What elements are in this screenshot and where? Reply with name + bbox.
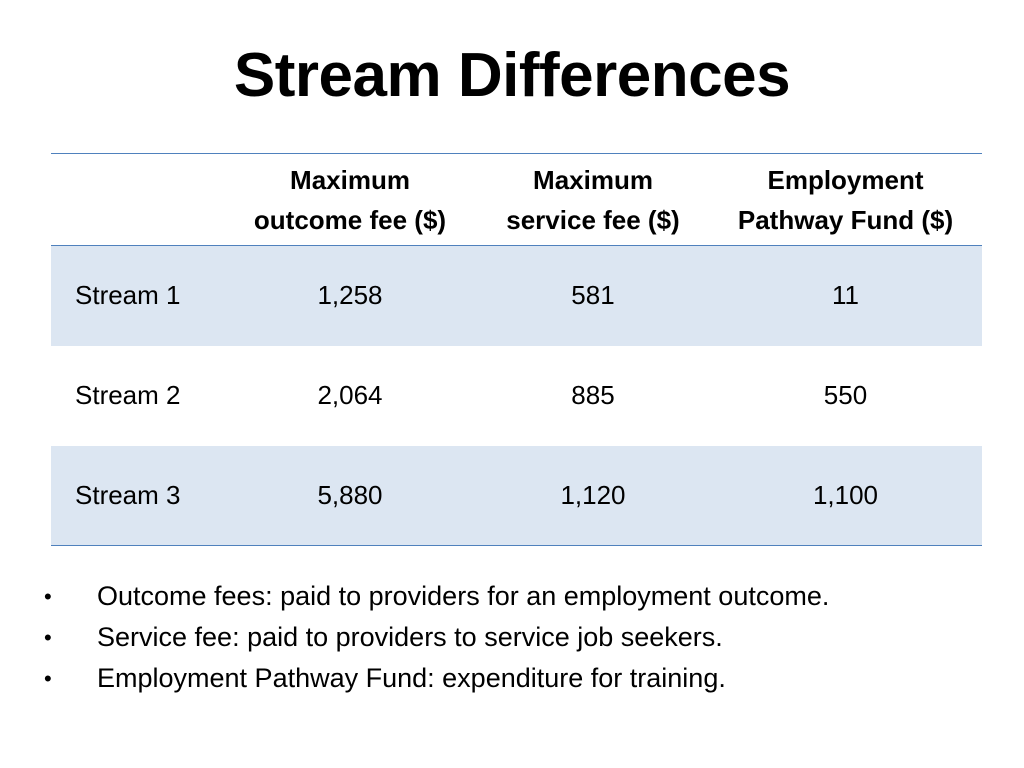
service-fee-cell: 885 — [571, 380, 615, 410]
list-item: • Outcome fees: paid to providers for an… — [40, 576, 829, 617]
header-line: Pathway Fund ($) — [737, 204, 954, 235]
outcome-fee-cell: 5,880 — [317, 479, 383, 510]
stream-fees-table: Maximum outcome fee ($) Maximum service … — [51, 153, 982, 546]
table-row: Stream 3 5,880 1,120 1,100 — [51, 445, 982, 546]
header-empty-cell — [51, 154, 223, 246]
pathway-fund-cell: 11 — [832, 280, 859, 311]
notes-list: • Outcome fees: paid to providers for an… — [40, 576, 829, 699]
header-outcome-fee: Maximum outcome fee ($) — [223, 154, 477, 246]
outcome-fee-cell: 2,064 — [317, 380, 383, 410]
note-text: Employment Pathway Fund: expenditure for… — [97, 663, 726, 693]
service-fee-cell: 581 — [571, 280, 615, 311]
row-label: Stream 2 — [75, 380, 181, 410]
table-row: Stream 1 1,258 581 11 — [51, 245, 982, 346]
header-service-fee: Maximum service fee ($) — [477, 154, 709, 246]
service-fee-cell: 1,120 — [560, 479, 626, 510]
bullet-icon: • — [44, 584, 52, 609]
row-label: Stream 1 — [75, 280, 181, 311]
header-pathway-fund: Employment Pathway Fund ($) — [709, 154, 982, 246]
header-line: Maximum — [533, 164, 653, 195]
row-label: Stream 3 — [75, 479, 181, 510]
note-text: Outcome fees: paid to providers for an e… — [97, 581, 830, 611]
list-item: • Service fee: paid to providers to serv… — [40, 617, 829, 658]
table-row: Stream 2 2,064 885 550 — [51, 346, 982, 446]
bullet-icon: • — [44, 625, 52, 650]
header-line: outcome fee ($) — [253, 204, 447, 235]
note-text: Service fee: paid to providers to servic… — [97, 622, 723, 652]
pathway-fund-cell: 550 — [823, 380, 868, 410]
header-line: service fee ($) — [506, 204, 680, 235]
list-item: • Employment Pathway Fund: expenditure f… — [40, 658, 829, 699]
pathway-fund-cell: 1,100 — [812, 479, 879, 510]
header-line: Employment — [767, 164, 924, 195]
outcome-fee-cell: 1,258 — [317, 280, 383, 311]
table-header-row: Maximum outcome fee ($) Maximum service … — [51, 153, 982, 246]
slide-title: Stream Differences — [233, 41, 791, 110]
header-line: Maximum — [290, 164, 410, 195]
bullet-icon: • — [44, 666, 52, 691]
